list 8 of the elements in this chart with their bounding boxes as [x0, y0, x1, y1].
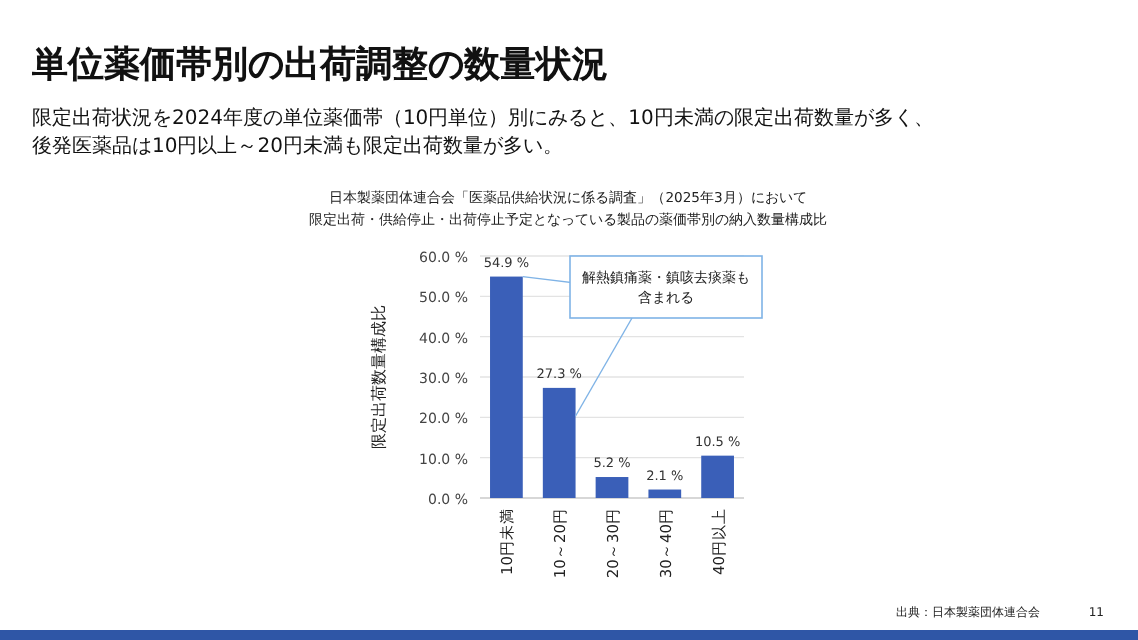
bar: [490, 276, 523, 498]
bar: [542, 387, 576, 498]
text: 単位薬価帯別の出荷調整の数量状況: [30, 44, 608, 86]
text: 限定出荷状況を2024年度の単位薬価帯（10円単位）別にみると、10円未満の限定出荷数量が多く、後発医薬品は10円以上～20円未満も限定出荷数量が多い。: [32, 106, 934, 158]
bar: [648, 489, 682, 498]
bar: [701, 455, 734, 498]
y-axis-title: 限定出荷数量構成比: [370, 305, 388, 449]
bar: [595, 477, 629, 498]
